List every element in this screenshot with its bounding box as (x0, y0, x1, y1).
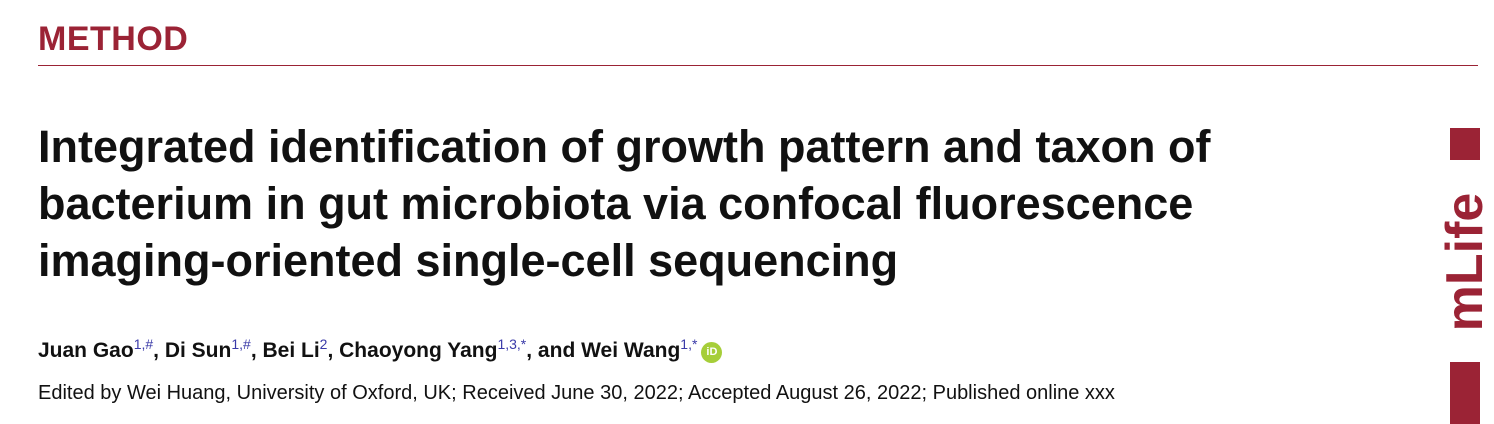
title: Integrated identification of growth patt… (38, 118, 1210, 289)
journal-logo: mLife (1436, 192, 1494, 332)
author-name: Chaoyong Yang (339, 339, 498, 362)
rule (38, 65, 1478, 66)
section-label: METHOD (38, 20, 189, 58)
author-affiliation: 1,* (680, 336, 698, 352)
separator: , (153, 339, 165, 362)
authors: Juan Gao1,#, Di Sun1,#, Bei Li2, Chaoyon… (38, 336, 723, 363)
logo-bar (1450, 128, 1480, 160)
author-affiliation: 2 (319, 336, 328, 352)
separator: , (250, 339, 263, 362)
separator: , (327, 339, 340, 362)
editorial: Edited by Wei Huang, University of Oxfor… (38, 382, 1115, 404)
title-line: imaging-oriented single-cell sequencing (38, 235, 899, 286)
author-name: Wei Wang (581, 339, 681, 362)
author-affiliation: 1,# (231, 336, 251, 352)
author-affiliation: 1,# (133, 336, 154, 352)
title-line: Integrated identification of growth patt… (38, 121, 1211, 172)
orcid-icon: iD (701, 342, 723, 363)
logo-bar (1450, 362, 1480, 424)
author-name: Bei Li (262, 339, 320, 362)
author-name: Juan Gao (38, 339, 134, 362)
author-affiliation: 1,3,* (497, 336, 527, 352)
author-name: Di Sun (164, 339, 232, 362)
title-line: bacterium in gut microbiota via confocal… (38, 178, 1194, 229)
separator: , and (526, 339, 582, 362)
